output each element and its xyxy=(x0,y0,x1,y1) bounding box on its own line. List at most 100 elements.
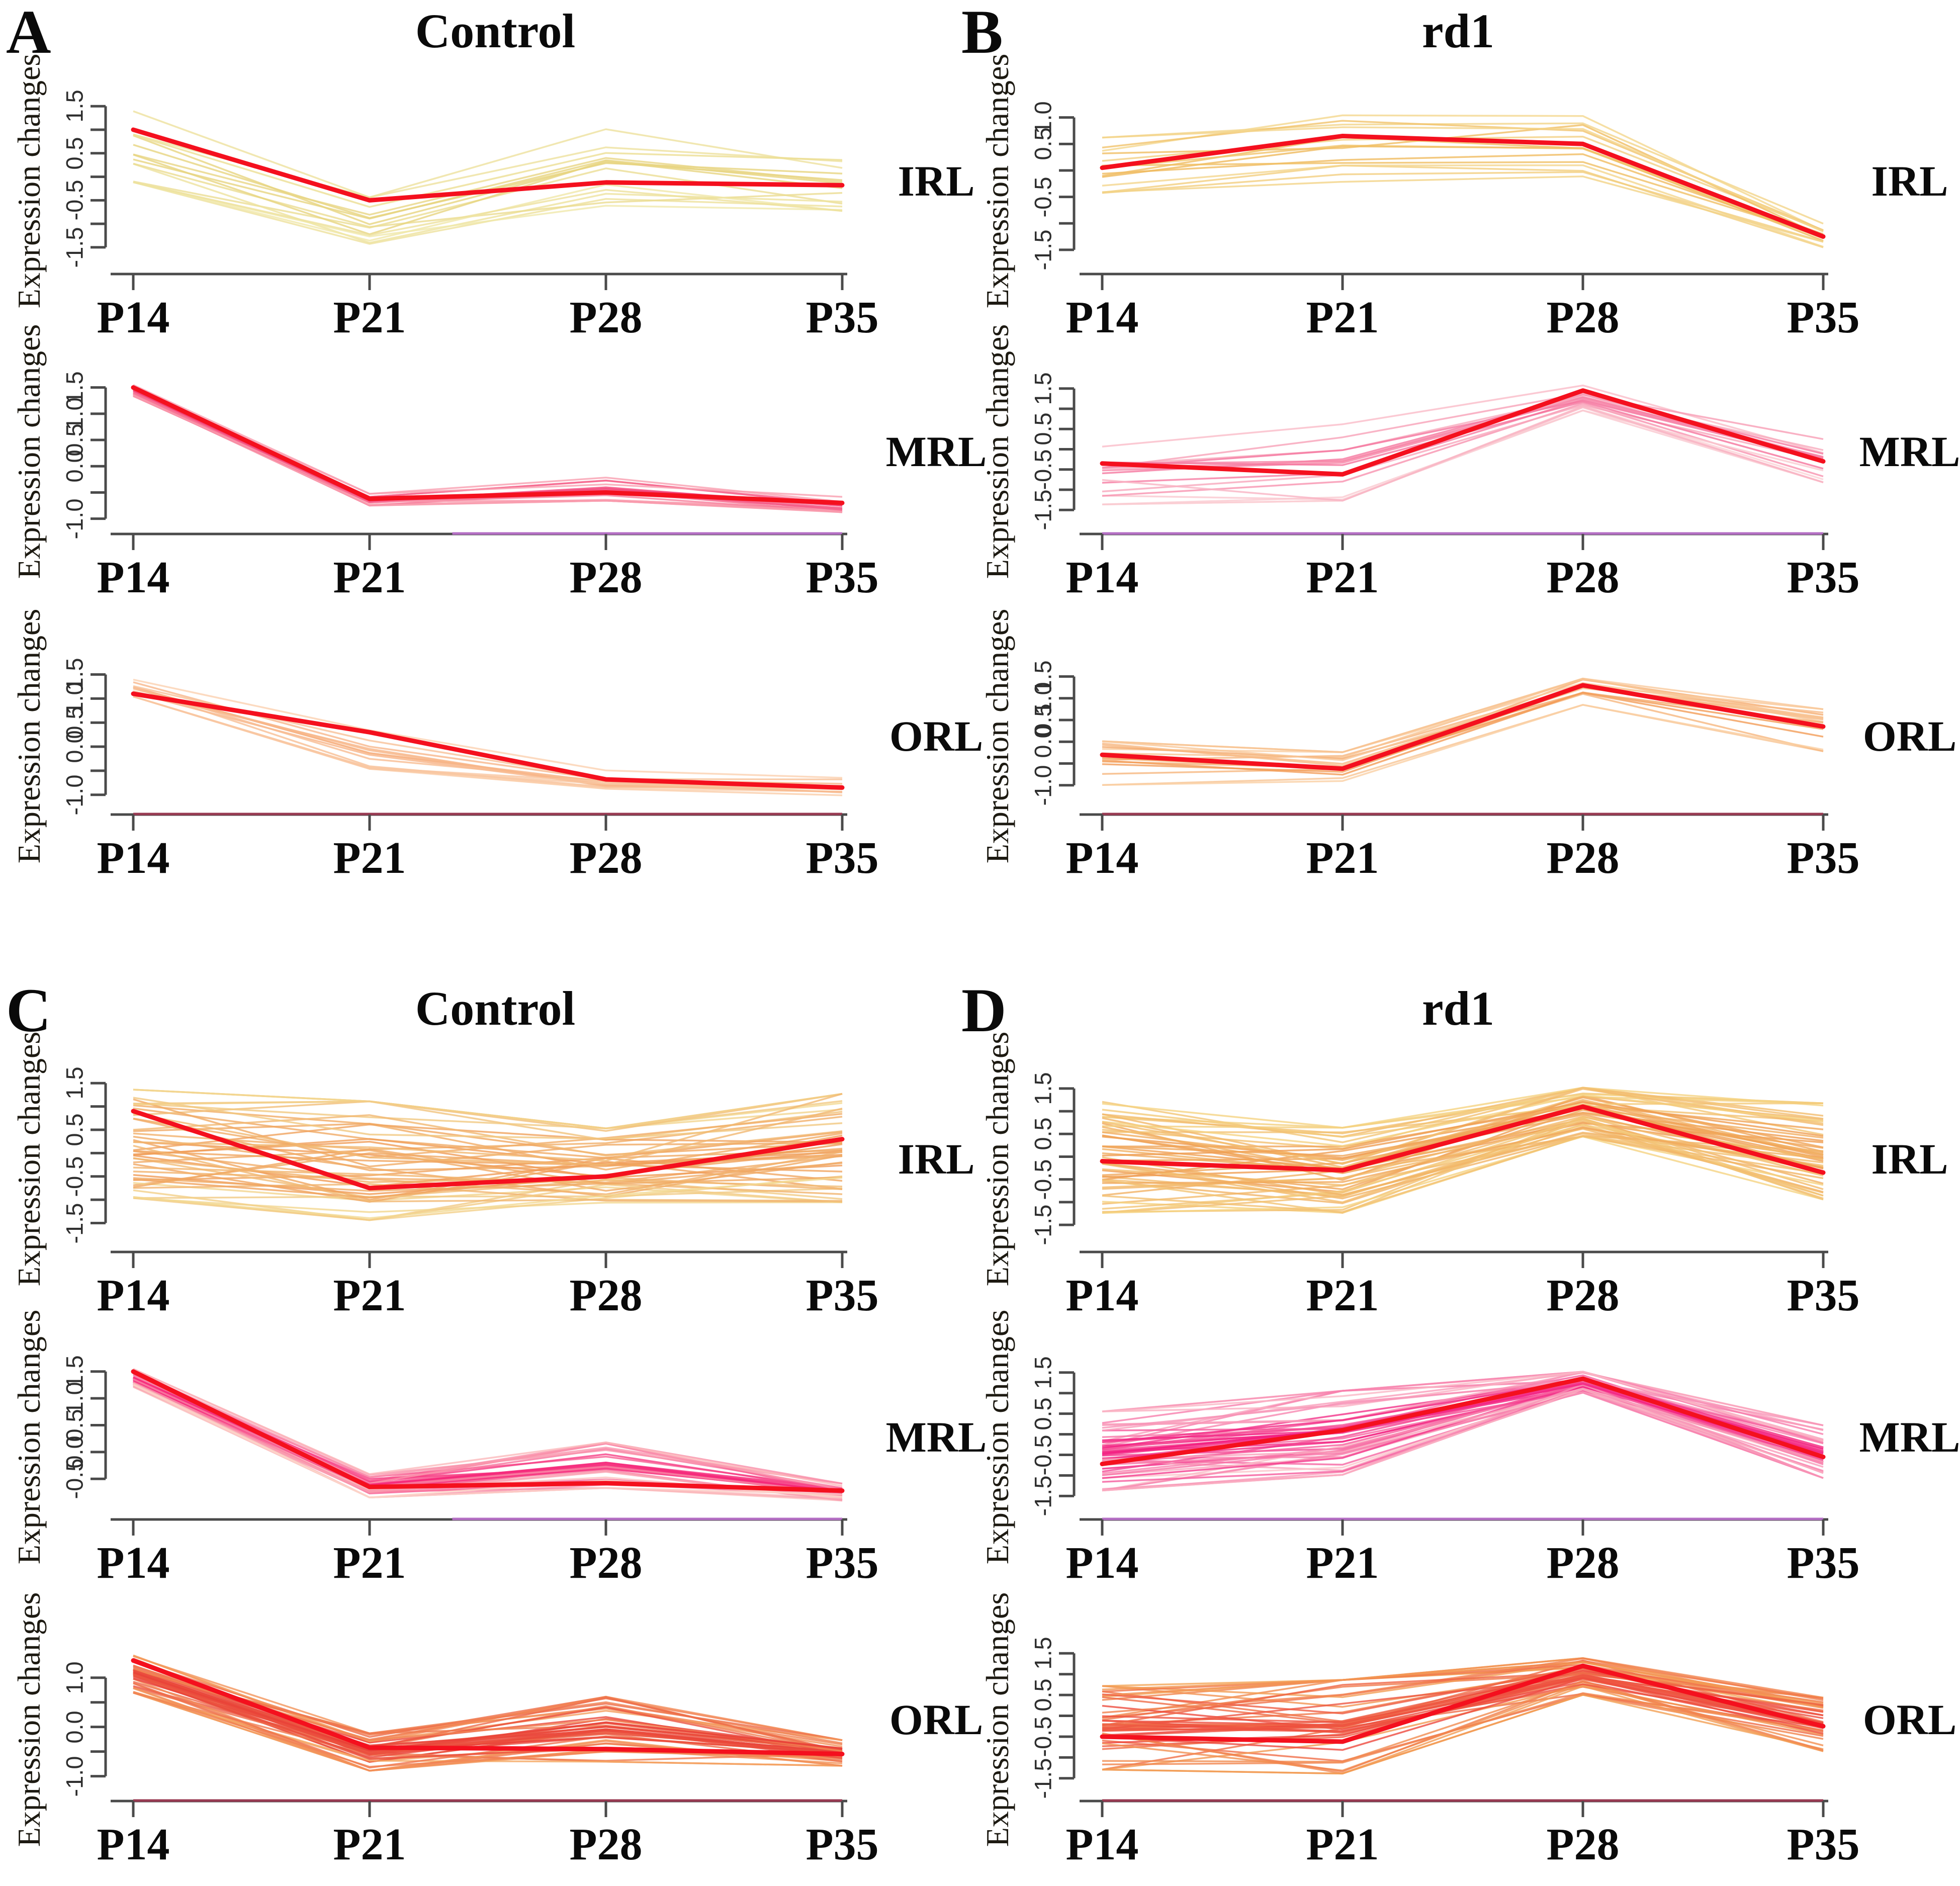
gene-line xyxy=(133,1097,843,1140)
cluster-label-irl: IRL xyxy=(898,1135,975,1183)
gene-line xyxy=(1102,1372,1824,1426)
x-tick-label-p14: P14 xyxy=(1065,833,1139,883)
x-tick-label-p35: P35 xyxy=(1787,553,1860,602)
y-tick-label: 0.0 xyxy=(1029,725,1056,758)
gene-line xyxy=(1102,164,1824,248)
x-tick-label-p21: P21 xyxy=(1306,1538,1379,1588)
x-tick-label-p35: P35 xyxy=(806,1271,879,1320)
y-tick-label: -1.0 xyxy=(1029,765,1056,806)
gene-line xyxy=(133,1177,843,1219)
mean-expression-line xyxy=(1100,134,1826,239)
chart-canvas-d-irl xyxy=(1059,1087,1828,1268)
chart-canvas-b-mrl xyxy=(1059,384,1828,550)
panel-b-letter: B xyxy=(961,0,1003,66)
y-axis-label: Expression changes xyxy=(11,324,47,579)
gene-line xyxy=(1102,384,1824,454)
gene-line xyxy=(1102,126,1824,233)
x-tick-label-p14: P14 xyxy=(1065,1820,1139,1869)
x-tick-label-p21: P21 xyxy=(1306,1820,1379,1869)
x-tick-label-p14: P14 xyxy=(97,1820,170,1869)
chart-d-orl: Expression changes 1.5 0.5 -0.5 -1.5 P14 P21 P2… xyxy=(979,1591,1960,1886)
gene-line xyxy=(133,1122,843,1156)
gene-line xyxy=(133,1655,843,1748)
gene-line xyxy=(133,1093,843,1162)
gene-line xyxy=(1102,399,1824,484)
cluster-label-mrl: MRL xyxy=(885,1412,987,1461)
gene-line xyxy=(1102,396,1824,467)
gene-line xyxy=(133,1144,843,1203)
y-tick-label: -1.5 xyxy=(61,1203,88,1244)
gene-line xyxy=(133,1093,843,1132)
gene-line xyxy=(133,1378,843,1494)
y-axis-label: Expression changes xyxy=(979,1592,1015,1847)
y-tick-label: -1.5 xyxy=(1029,1204,1056,1245)
y-tick-label: 0.5 xyxy=(1029,1117,1056,1150)
gene-line xyxy=(1102,678,1824,753)
chart-d-mrl: Expression changes 1.5 0.5 -0.5 -1.5 P14 P21 P2… xyxy=(979,1307,1960,1618)
gene-line xyxy=(1102,1135,1824,1213)
gene-line xyxy=(133,678,843,779)
chart-a-irl: Expression changes 1.5 0.5 -0.5 -1.5 P14 P21 P2… xyxy=(0,43,980,372)
gene-line xyxy=(133,1381,843,1496)
chart-canvas-c-irl xyxy=(91,1082,847,1268)
gene-line xyxy=(1102,1371,1824,1441)
x-tick-label-p35: P35 xyxy=(806,1538,879,1588)
x-tick-label-p35: P35 xyxy=(806,833,879,883)
gene-line xyxy=(1102,1384,1824,1464)
chart-canvas-d-mrl xyxy=(1059,1371,1828,1536)
gene-line xyxy=(1102,161,1824,237)
y-axis-label: Expression changes xyxy=(979,324,1015,579)
x-tick-label-p14: P14 xyxy=(97,1538,170,1588)
y-tick-label: 1.0 xyxy=(61,1661,88,1694)
gene-line xyxy=(1102,1131,1824,1196)
gene-line xyxy=(133,1116,843,1150)
gene-line xyxy=(133,1184,843,1221)
cluster-label-orl: ORL xyxy=(1862,1695,1957,1744)
mean-expression-line xyxy=(1100,1376,1826,1467)
y-tick-label: -0.5 xyxy=(1029,1434,1056,1476)
gene-line xyxy=(1102,1379,1824,1429)
chart-c-mrl: Expression changes 1.5 1.0 0.5 0.0 -0.5 P14 P21… xyxy=(0,1307,987,1618)
chart-d-irl: Expression changes 1.5 0.5 -0.5 -1.5 P14 P21 P2… xyxy=(979,1021,1960,1350)
chart-c-orl: Expression changes 1.0 0.0 -1.0 P14 P21 P28 P35… xyxy=(0,1591,983,1886)
cluster-label-mrl: MRL xyxy=(1859,1412,1960,1461)
gene-line xyxy=(1102,1087,1824,1129)
chart-canvas-d-orl xyxy=(1059,1652,1828,1817)
gene-line xyxy=(133,1691,843,1768)
x-tick-label-p14: P14 xyxy=(1065,293,1139,342)
x-tick-label-p35: P35 xyxy=(806,293,879,342)
chart-a-orl: Expression changes 1.5 1.0 0.5 0.0 -1.0 P14 P21… xyxy=(0,609,983,913)
x-tick-label-p21: P21 xyxy=(333,1820,406,1869)
y-axis-label: Expression changes xyxy=(11,1592,47,1847)
gene-line xyxy=(133,1157,843,1190)
y-axis-label: Expression changes xyxy=(11,1031,47,1287)
y-tick-label: 0.0 xyxy=(61,730,88,763)
x-tick-label-p14: P14 xyxy=(97,833,170,883)
x-tick-label-p35: P35 xyxy=(806,1820,879,1869)
gene-line xyxy=(1102,175,1824,243)
mean-expression-line xyxy=(1100,1663,1826,1744)
chart-c-irl: Expression changes 1.5 0.5 -0.5 -1.5 P14 P21 P2… xyxy=(0,1021,980,1350)
gene-line xyxy=(133,1114,843,1157)
chart-canvas-a-irl xyxy=(91,105,847,290)
gene-line xyxy=(1102,1692,1824,1766)
gene-line xyxy=(133,1654,843,1742)
gene-line xyxy=(1102,1112,1824,1157)
x-tick-label-p14: P14 xyxy=(1065,1538,1139,1588)
gene-line xyxy=(1102,1664,1824,1708)
y-axis-label: Expression changes xyxy=(979,608,1015,864)
gene-line xyxy=(1102,1685,1824,1775)
gene-line xyxy=(133,1123,843,1151)
mean-expression-line xyxy=(131,1658,845,1756)
gene-line xyxy=(133,687,843,788)
panel-a-letter: A xyxy=(6,0,51,66)
gene-line xyxy=(133,1187,843,1199)
chart-canvas-b-orl xyxy=(1059,675,1828,831)
y-tick-label: -1.0 xyxy=(61,498,88,540)
x-tick-label-p35: P35 xyxy=(1787,1538,1860,1588)
chart-canvas-a-mrl xyxy=(91,384,847,550)
y-axis-label: Expression changes xyxy=(979,1031,1015,1287)
x-tick-label-p14: P14 xyxy=(97,553,170,602)
gene-line xyxy=(1102,1683,1824,1733)
chart-a-mrl: Expression changes 1.5 1.0 0.5 0.0 -1.0 P14 P21… xyxy=(0,322,987,632)
